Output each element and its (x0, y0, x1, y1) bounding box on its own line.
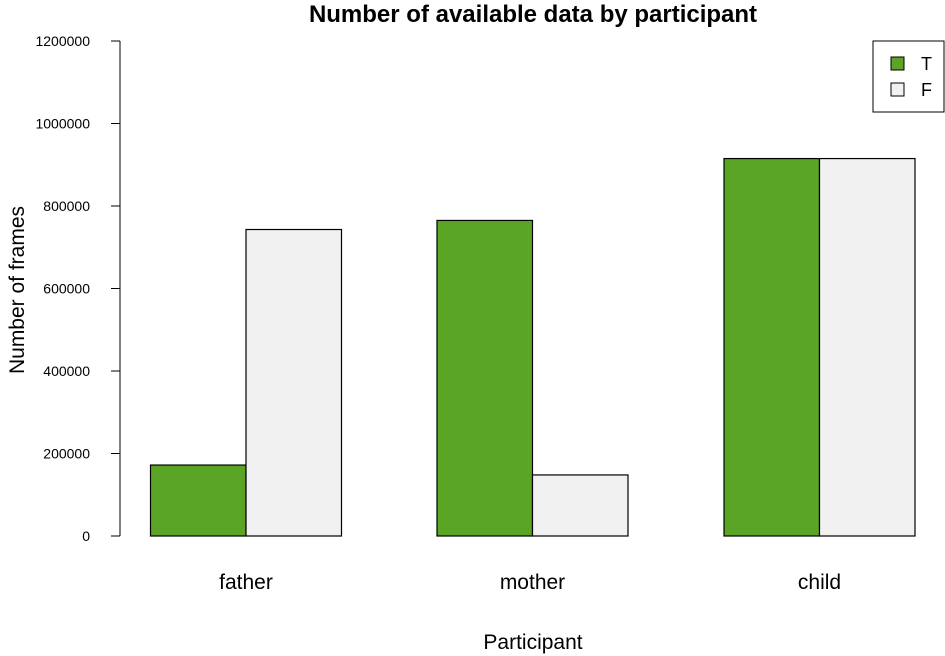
bars-group (149, 157, 916, 537)
y-tick-label: 800000 (43, 198, 90, 214)
legend-swatch-F (890, 82, 905, 97)
x-tick-label-father: father (219, 571, 273, 594)
y-tick-label: 600000 (43, 281, 90, 297)
x-tick-label-mother: mother (500, 571, 565, 594)
y-tick-label: 1200000 (35, 33, 90, 49)
bar-father-F (245, 228, 343, 537)
bar-mother-T (436, 219, 534, 537)
y-tick-label: 400000 (43, 363, 90, 379)
legend-box (872, 40, 945, 113)
legend-label-T: T (921, 54, 932, 74)
bar-father-T (149, 464, 247, 537)
y-axis: 0 200000 400000 600000 800000 1000000 1200000 (35, 33, 121, 544)
y-axis-title: Number of frames (6, 206, 29, 374)
y-tick-label: 200000 (43, 446, 90, 462)
x-axis-title: Participant (483, 631, 582, 654)
legend-label-F: F (921, 80, 932, 100)
chart-title: Number of available data by participant (309, 1, 757, 28)
legend: TF (872, 40, 945, 113)
y-tick-label: 1000000 (35, 116, 90, 132)
bar-child-T (723, 157, 821, 537)
bar-mother-F (531, 474, 629, 537)
x-axis-labels: father mother child (219, 571, 841, 594)
x-tick-label-child: child (798, 571, 841, 594)
bar-child-F (818, 157, 916, 537)
y-tick-label: 0 (82, 528, 90, 544)
legend-swatch-T (890, 56, 905, 71)
